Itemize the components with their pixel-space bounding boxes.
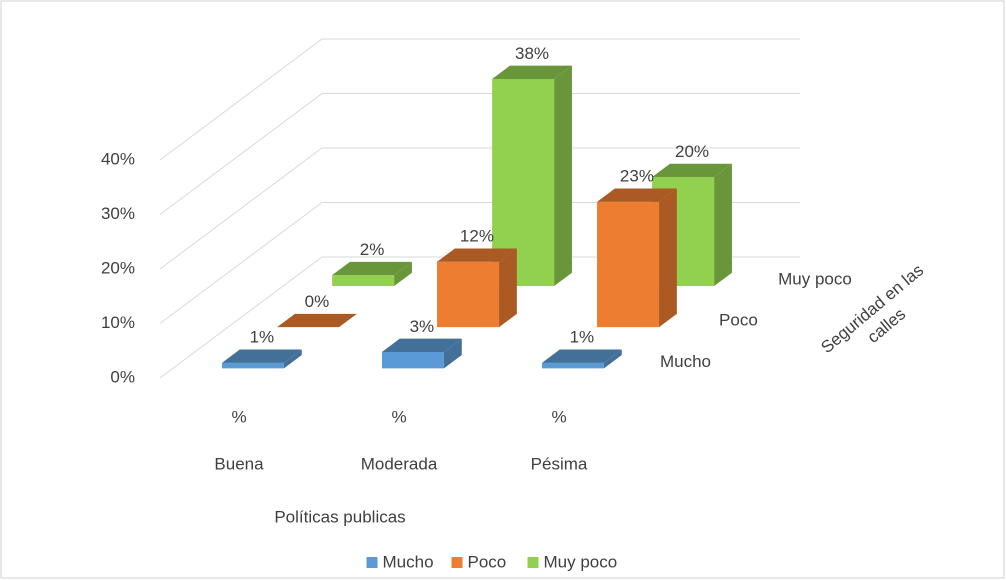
legend-label: Poco bbox=[468, 552, 507, 571]
bar-side bbox=[499, 248, 517, 328]
bar-top bbox=[652, 163, 732, 178]
y-tick-label: 10% bbox=[101, 313, 135, 332]
bar-front bbox=[221, 362, 284, 369]
grid-line bbox=[159, 38, 800, 161]
bar-top bbox=[437, 248, 517, 262]
grid-line bbox=[159, 93, 800, 215]
data-label: 1% bbox=[570, 328, 595, 347]
z-tick-label: Muy poco bbox=[778, 270, 852, 289]
bar-top bbox=[381, 338, 462, 352]
bar bbox=[541, 349, 622, 369]
bar-side bbox=[394, 261, 412, 287]
x-tick-label: % bbox=[551, 407, 566, 426]
bar-side bbox=[659, 188, 677, 328]
bar bbox=[597, 188, 677, 328]
x-tick-label: Buena bbox=[214, 454, 264, 473]
grid-line bbox=[159, 147, 800, 270]
y-tick-label: 20% bbox=[101, 258, 135, 277]
y-tick-label: 40% bbox=[101, 149, 135, 168]
bar-front bbox=[381, 351, 444, 369]
legend-label: Muy poco bbox=[544, 552, 618, 571]
bar bbox=[221, 349, 302, 369]
legend-label: Mucho bbox=[383, 552, 434, 571]
bar-top bbox=[332, 261, 412, 276]
data-label: 20% bbox=[675, 142, 709, 161]
bar-side bbox=[283, 349, 302, 369]
bar-side bbox=[714, 163, 732, 287]
bar-top bbox=[597, 188, 677, 202]
data-label: 3% bbox=[410, 317, 435, 336]
bar-top bbox=[492, 65, 572, 79]
x-axis-title: Políticas publicas bbox=[274, 507, 405, 526]
bar-side bbox=[443, 338, 462, 369]
x-tick-label: Moderada bbox=[361, 454, 438, 473]
bar bbox=[277, 313, 357, 328]
data-label: 12% bbox=[460, 227, 494, 246]
data-label: 1% bbox=[250, 328, 275, 347]
bar-top bbox=[221, 349, 302, 363]
legend-swatch bbox=[451, 557, 463, 568]
data-label: 0% bbox=[305, 292, 330, 311]
x-tick-label: % bbox=[391, 407, 406, 426]
bar bbox=[381, 338, 462, 369]
x-tick-label: % bbox=[231, 407, 246, 426]
legend-swatch bbox=[527, 557, 539, 568]
data-label: 2% bbox=[360, 240, 385, 259]
z-tick-label: Poco bbox=[719, 311, 758, 330]
y-tick-label: 0% bbox=[110, 367, 135, 386]
bar-front bbox=[332, 275, 395, 287]
bar-front bbox=[597, 201, 660, 328]
bar-top bbox=[541, 349, 622, 363]
z-tick-label: Mucho bbox=[660, 352, 711, 371]
bar-side bbox=[603, 349, 622, 369]
legend-swatch bbox=[366, 557, 378, 568]
data-label: 23% bbox=[620, 167, 654, 186]
bar bbox=[437, 248, 517, 328]
bar bbox=[492, 65, 572, 287]
data-label: 38% bbox=[515, 44, 549, 63]
bar-front bbox=[492, 78, 555, 287]
bar-front bbox=[541, 362, 604, 369]
x-tick-label: Pésima bbox=[531, 454, 588, 473]
bar-top bbox=[277, 313, 357, 328]
bar bbox=[332, 261, 412, 287]
bar-side bbox=[554, 65, 572, 287]
y-tick-label: 30% bbox=[101, 204, 135, 223]
bar-front bbox=[437, 261, 500, 328]
